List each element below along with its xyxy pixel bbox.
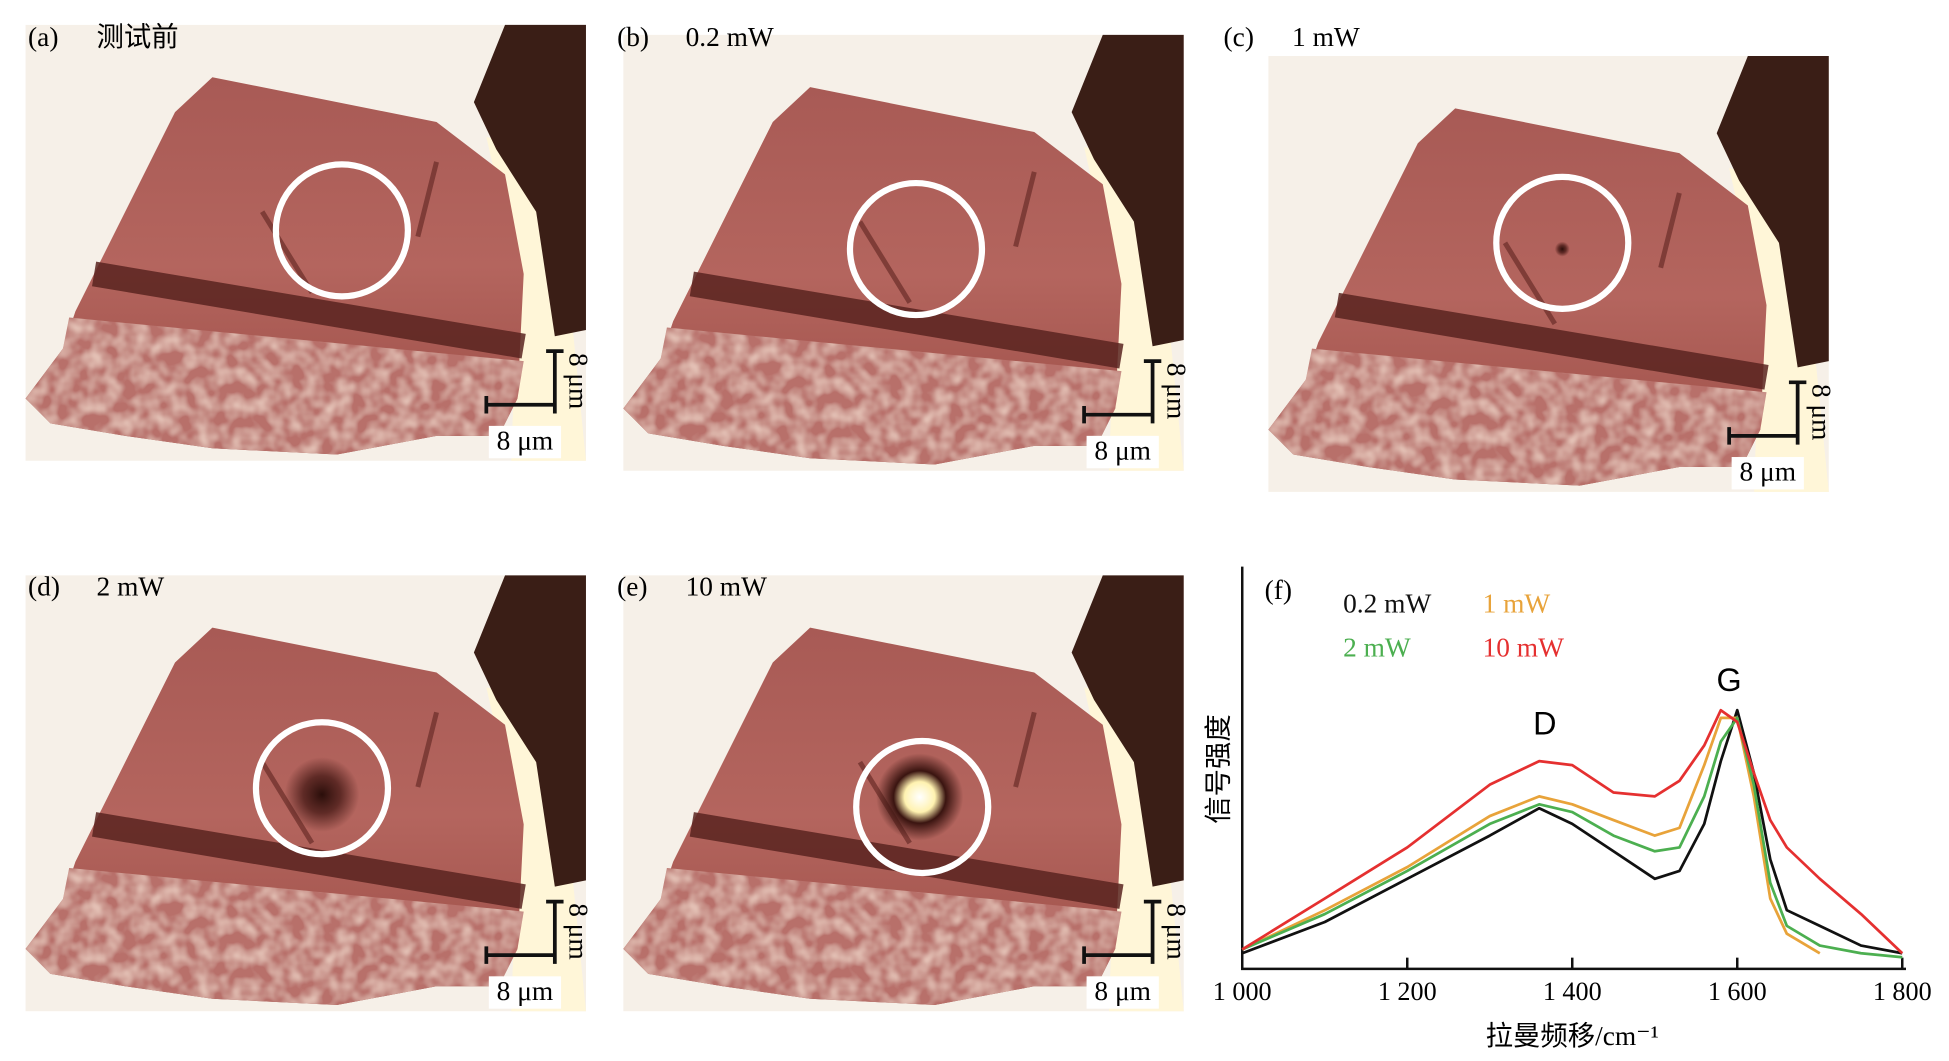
panel-label: (a)	[28, 22, 58, 52]
dark-band	[92, 261, 526, 359]
dark-band	[689, 812, 1124, 909]
panel-condition: 0.2 mW	[686, 22, 774, 52]
legend-entry: 10 mW	[1483, 632, 1565, 662]
spot	[1554, 241, 1570, 257]
dark-block	[1071, 34, 1184, 347]
crystal-bottom	[1268, 348, 1767, 486]
spectrum-line	[1241, 716, 1821, 955]
micrograph: 8 μm 8 μm	[25, 24, 594, 461]
micrograph: 8 μm 8 μm	[623, 34, 1191, 471]
crack	[1502, 192, 1682, 326]
laser-circle	[853, 737, 992, 877]
laser-circle	[272, 161, 411, 300]
legend-entry: 2 mW	[1343, 632, 1411, 662]
dark-block	[1716, 56, 1829, 368]
scale-label: 8 μm	[497, 976, 554, 1006]
panel-label: (f)	[1265, 575, 1292, 605]
spectrum-line	[1241, 708, 1903, 955]
peak-label: G	[1717, 662, 1742, 698]
scale-label: 8 μm	[1094, 436, 1151, 466]
micrograph: 8 μm 8 μm	[623, 575, 1191, 1012]
spot	[284, 757, 360, 832]
scale-box	[1731, 457, 1804, 490]
x-axis-label: 拉曼频移/cm⁻¹	[1486, 1021, 1659, 1051]
scale-label: 8 μm	[497, 426, 554, 456]
panel-label: (e)	[617, 571, 647, 601]
legend-entry: 0.2 mW	[1343, 589, 1431, 619]
scale-box	[1086, 435, 1159, 469]
scale-bar	[484, 349, 564, 414]
scale-label-vertical: 8 μm	[1161, 903, 1191, 960]
crack	[260, 161, 439, 294]
micrograph: 8 μm 8 μm	[1268, 56, 1837, 492]
dark-band	[689, 271, 1124, 369]
x-tick-label: 1 400	[1543, 977, 1602, 1006]
scale-box	[488, 976, 562, 1009]
scale-box	[488, 425, 562, 459]
panel-condition: 2 mW	[97, 571, 165, 601]
crystal-bottom	[25, 867, 524, 1005]
scale-label-vertical: 8 μm	[1807, 384, 1837, 441]
x-tick-label: 1 600	[1708, 977, 1767, 1006]
spot	[876, 753, 964, 841]
scale-bar	[1082, 359, 1162, 424]
panel-label: (b)	[617, 22, 649, 52]
panel-label: (c)	[1224, 22, 1254, 52]
crystal-bottom	[623, 867, 1122, 1005]
scale-bar	[484, 899, 564, 964]
laser-circle	[252, 719, 392, 858]
crystal-bottom	[623, 327, 1122, 465]
peak-label: D	[1533, 706, 1556, 742]
laser-circle	[1493, 173, 1632, 312]
laser-circle	[846, 179, 986, 319]
panel-condition: 测试前	[97, 22, 179, 52]
scale-label-vertical: 8 μm	[1161, 363, 1191, 420]
x-tick-label: 1 800	[1873, 977, 1932, 1006]
micrograph: 8 μm 8 μm	[25, 575, 594, 1012]
scale-box	[1086, 976, 1159, 1009]
panel-condition: 1 mW	[1292, 22, 1360, 52]
dark-block	[473, 24, 586, 337]
scale-label-vertical: 8 μm	[564, 353, 594, 410]
crack	[857, 171, 1037, 304]
x-tick-label: 1 000	[1213, 977, 1272, 1006]
dark-band	[1334, 292, 1769, 390]
scale-label: 8 μm	[1740, 457, 1797, 487]
spectrum-line	[1241, 716, 1903, 959]
y-axis-label: 信号强度	[1203, 714, 1233, 824]
spectrum-line	[1241, 708, 1904, 955]
x-tick-label: 1 200	[1378, 977, 1437, 1006]
dark-band	[92, 812, 526, 909]
dark-block	[1071, 575, 1184, 887]
panel-label: (d)	[28, 571, 60, 601]
panel-condition: 10 mW	[686, 571, 768, 601]
scale-bar	[1082, 899, 1162, 964]
crystal-bottom	[25, 317, 524, 455]
scale-bar	[1727, 380, 1807, 445]
scale-label: 8 μm	[1094, 976, 1151, 1006]
dark-block	[473, 575, 586, 887]
legend-entry: 1 mW	[1483, 589, 1551, 619]
scale-label-vertical: 8 μm	[564, 903, 594, 960]
